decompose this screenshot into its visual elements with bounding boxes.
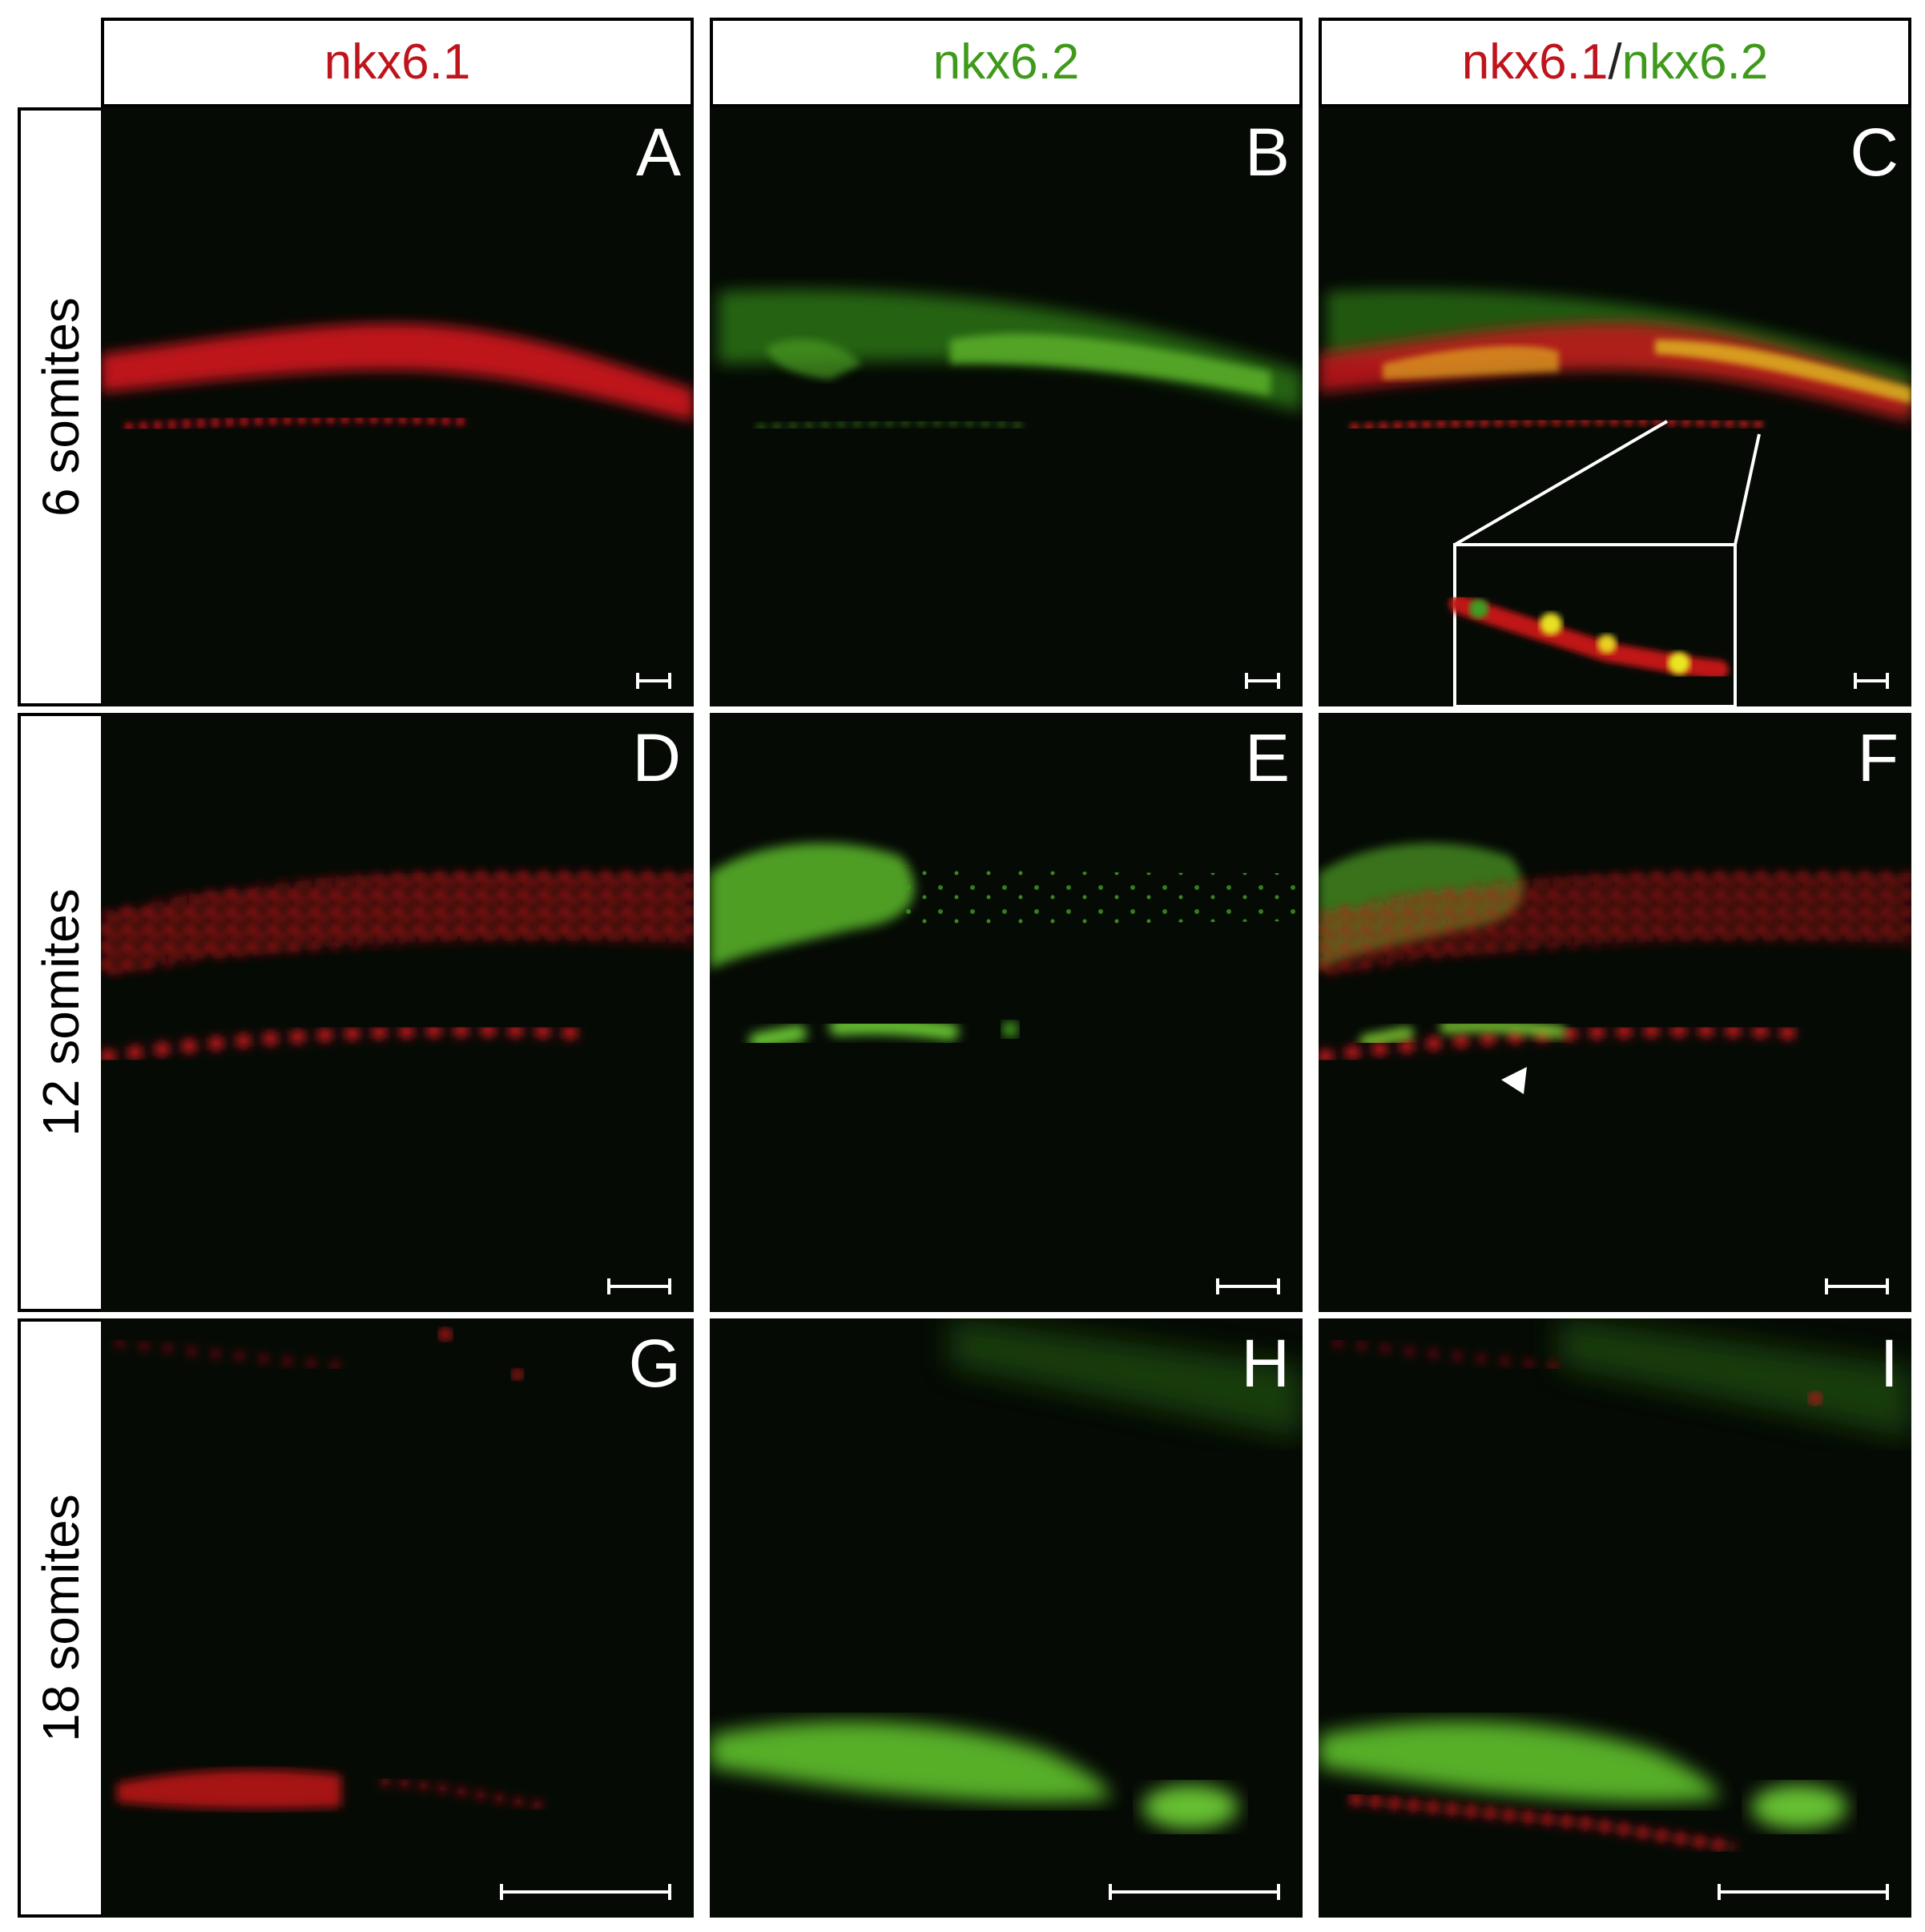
scale-bar [1216,1278,1280,1294]
fluorescence-image [116,1328,550,1811]
fluorescence-image [1319,289,1911,706]
scale-bar [1854,673,1889,689]
fluorescence-image [101,323,694,433]
panel-letter: H [1241,1326,1290,1401]
column-label-slash: / [1608,34,1622,90]
column-header-nkx6-2: nkx6.2 [710,18,1303,107]
scale-bar [607,1278,671,1294]
panel-h-nkx6-2-18-somites: H [710,1318,1303,1918]
scale-bar [1109,1884,1280,1900]
panel-e-nkx6-2-12-somites: E [710,713,1303,1312]
row-label-18-somites: 18 somites [18,1318,101,1918]
arrowhead-icon [1501,1067,1527,1094]
panel-letter: B [1244,115,1290,190]
column-header-merge: nkx6.1/nkx6.2 [1319,18,1911,107]
panel-g-nkx6-1-18-somites: G [101,1318,694,1918]
scale-bar [1825,1278,1889,1294]
panel-letter: E [1244,720,1290,795]
panel-a-nkx6-1-6-somites: A [101,107,694,706]
fluorescence-image [1319,1318,1911,1853]
panel-f-merge-12-somites: F [1319,713,1911,1312]
fluorescence-image [101,870,694,1064]
fluorescence-image [718,289,1303,431]
scale-bar [636,673,671,689]
row-label-text: 6 somites [32,297,90,517]
column-label: nkx6.1 [324,34,471,90]
scale-bar [500,1884,671,1900]
panel-d-nkx6-1-12-somites: D [101,713,694,1312]
row-label-12-somites: 12 somites [18,713,101,1312]
column-label: nkx6.2 [932,34,1080,90]
panel-letter: D [632,720,681,795]
panel-b-nkx6-2-6-somites: B [710,107,1303,706]
column-header-nkx6-1: nkx6.1 [101,18,694,107]
panel-letter: I [1879,1326,1899,1401]
fluorescence-image [710,843,1303,1050]
scale-bar [1245,673,1280,689]
scale-bar [1718,1884,1889,1900]
row-label-text: 18 somites [32,1494,90,1742]
panel-letter: F [1857,720,1899,795]
row-label-text: 12 somites [32,888,90,1137]
column-label-red: nkx6.1 [1461,34,1609,90]
fluorescence-image [1319,843,1911,1094]
column-label-green: nkx6.2 [1621,34,1769,90]
panel-letter: C [1850,115,1899,190]
panel-c-merge-6-somites: C [1319,107,1911,706]
row-label-6-somites: 6 somites [18,107,101,706]
fluorescence-image [710,1318,1303,1829]
panel-i-merge-18-somites: I [1319,1318,1911,1918]
panel-letter: A [635,115,681,190]
panel-letter: G [628,1326,681,1401]
